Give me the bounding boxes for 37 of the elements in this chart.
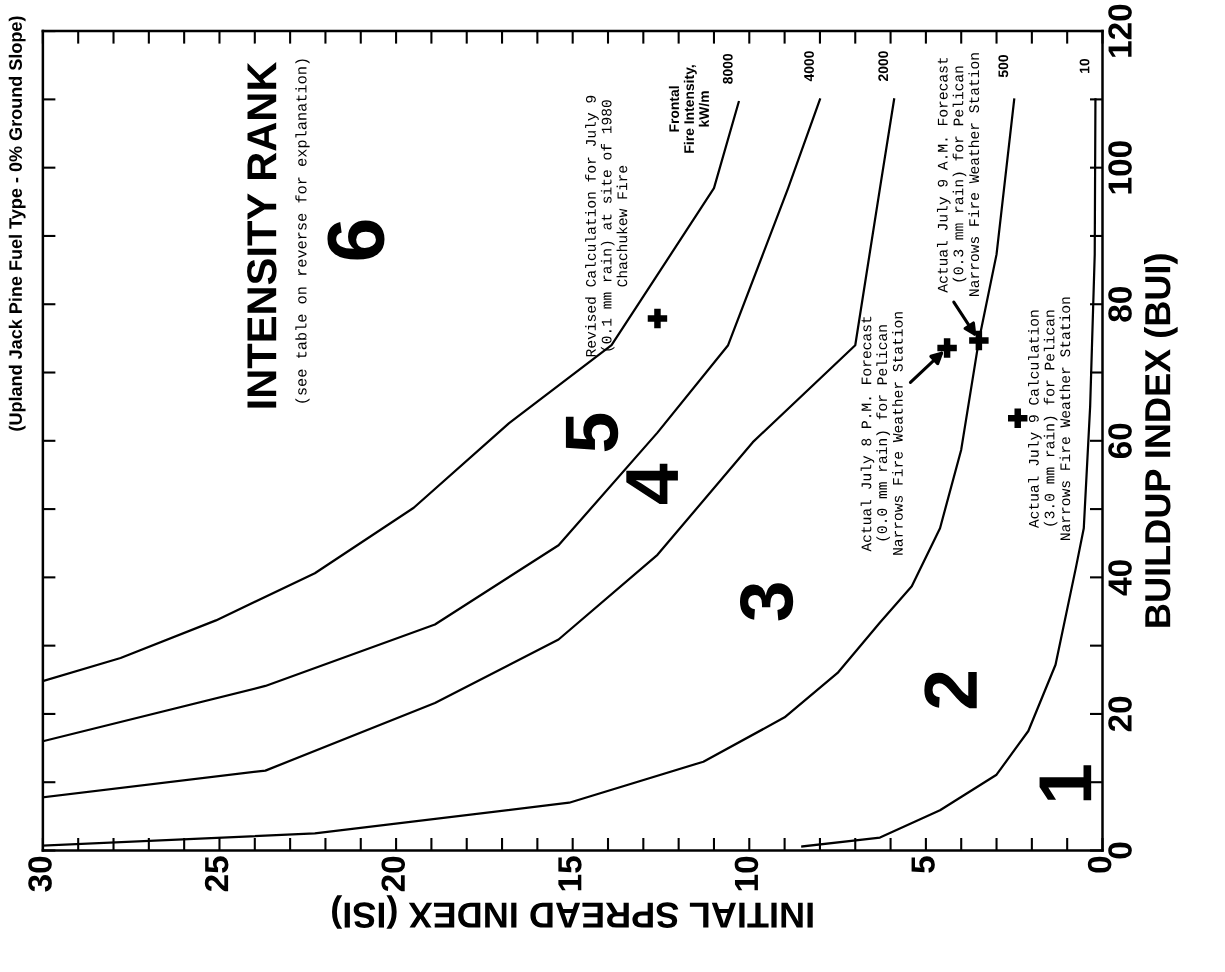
y-tick-label: 100 [1108,141,1132,194]
y-axis-title: BUILDUP INDEX (BUI) [1143,254,1178,627]
y-tick-label: 80 [1108,287,1132,322]
y-tick-label: 40 [1108,560,1132,596]
x-tick-label: 20 [381,856,406,892]
point [1008,408,1028,428]
legend-label: 500 [998,55,1009,78]
annotation: 4 [626,463,678,504]
annotation: 6 [327,220,385,260]
point [647,308,668,329]
annotation: Actual July 9 A.M. Forecast (0.3 mm rain) for Pelican Narrows Fire Weather Station [936,53,980,296]
point [969,330,989,351]
x-tick-label: 15 [558,856,582,891]
legend-label: 4000 [804,51,814,82]
x-tick-label: 30 [28,856,52,892]
x-tick-label: 25 [204,856,229,892]
annotation: 3 [739,583,794,621]
annotation: 1 [1039,765,1092,801]
x-tick-label: 10 [734,856,759,891]
legend-label: 2000 [878,51,889,82]
text: (Upland Jack Pine Fuel Type - 0% Ground Slope) [8,16,26,431]
point [937,338,957,358]
annotation: Actual July 8 P.M. Forecast (0.0 mm rain) for Pelican Narrows Fire Weather Station [860,312,903,555]
annotation: (see table on reverse for explanation) [295,59,310,403]
annotation: Frontal Fire Intensity, kW/m [668,65,710,153]
annotation: 2 [924,672,977,709]
annotation: Revised Calculation for July 9 (0.1 mm rain) at site of 1980 Chachukew Fire [585,95,628,357]
y-tick-label: 20 [1108,696,1132,732]
y-tick-label: 60 [1108,423,1132,459]
y-tick-label: 120 [1108,4,1132,57]
annotation: Actual July 9 Calculation (3.0 mm rain) for Pelican Narrows Fire Weather Station [1028,297,1071,541]
annotation: 5 [565,413,619,452]
legend-label: 8000 [722,53,733,84]
x-axis-title: INITIAL SPREAD INDEX (ISI) [332,895,813,929]
annotation: INTENSITY RANK [247,61,277,408]
legend-label: 10 [1079,58,1090,73]
x-tick-label: 5 [911,856,935,873]
